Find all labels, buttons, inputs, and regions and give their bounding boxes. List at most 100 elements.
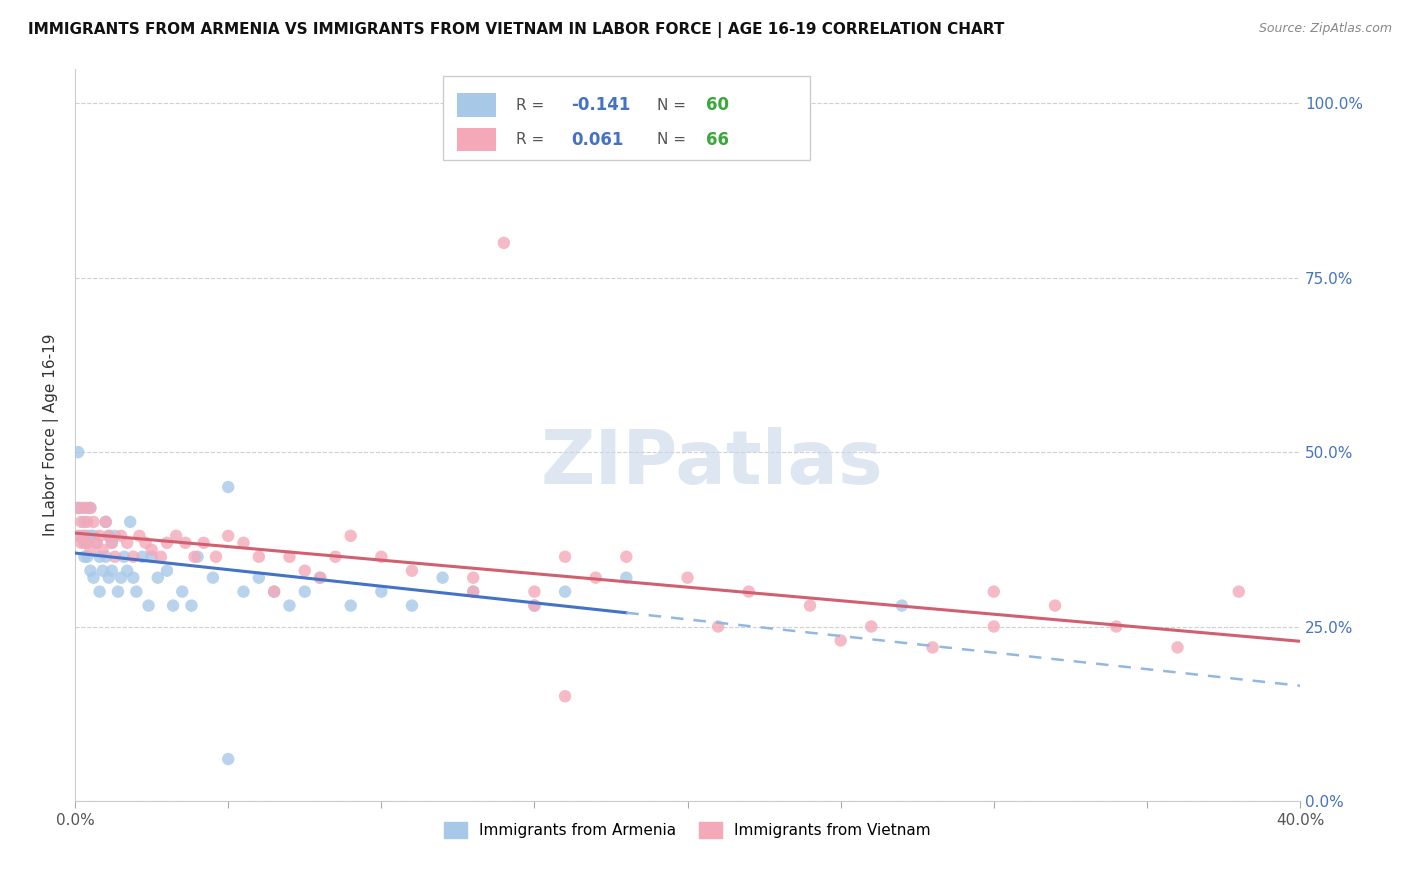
Y-axis label: In Labor Force | Age 16-19: In Labor Force | Age 16-19 <box>44 334 59 536</box>
Immigrants from Vietnam <box>339 529 361 543</box>
Immigrants from Vietnam <box>983 584 1005 599</box>
Immigrants from Vietnam <box>585 571 607 585</box>
Immigrants from Armenia <box>141 549 163 564</box>
Immigrants from Vietnam <box>94 515 117 529</box>
Immigrants from Vietnam <box>860 619 883 633</box>
Text: IMMIGRANTS FROM ARMENIA VS IMMIGRANTS FROM VIETNAM IN LABOR FORCE | AGE 16-19 CO: IMMIGRANTS FROM ARMENIA VS IMMIGRANTS FR… <box>28 22 1004 38</box>
Immigrants from Armenia <box>115 564 138 578</box>
Immigrants from Vietnam <box>401 564 423 578</box>
Immigrants from Armenia <box>217 480 239 494</box>
Immigrants from Armenia <box>523 599 546 613</box>
Immigrants from Armenia <box>112 549 135 564</box>
Immigrants from Vietnam <box>463 571 485 585</box>
Immigrants from Armenia <box>97 571 120 585</box>
Immigrants from Armenia <box>73 549 96 564</box>
Immigrants from Armenia <box>432 571 454 585</box>
Immigrants from Armenia <box>104 529 127 543</box>
Immigrants from Armenia <box>91 564 114 578</box>
Text: N =: N = <box>657 132 690 147</box>
Immigrants from Vietnam <box>247 549 270 564</box>
Immigrants from Armenia <box>138 599 160 613</box>
Immigrants from Armenia <box>76 500 98 515</box>
Immigrants from Vietnam <box>523 599 546 613</box>
Immigrants from Vietnam <box>554 690 576 704</box>
Immigrants from Vietnam <box>523 584 546 599</box>
Immigrants from Armenia <box>172 584 194 599</box>
Immigrants from Vietnam <box>104 549 127 564</box>
Immigrants from Armenia <box>97 529 120 543</box>
Immigrants from Vietnam <box>79 500 101 515</box>
Immigrants from Vietnam <box>463 584 485 599</box>
Immigrants from Vietnam <box>141 542 163 557</box>
Immigrants from Armenia <box>201 571 224 585</box>
Immigrants from Armenia <box>79 500 101 515</box>
Immigrants from Armenia <box>79 564 101 578</box>
Immigrants from Vietnam <box>799 599 821 613</box>
Immigrants from Vietnam <box>217 529 239 543</box>
Immigrants from Armenia <box>370 584 392 599</box>
Immigrants from Armenia <box>294 584 316 599</box>
Immigrants from Vietnam <box>110 529 132 543</box>
Immigrants from Vietnam <box>294 564 316 578</box>
Immigrants from Vietnam <box>554 549 576 564</box>
Immigrants from Armenia <box>463 584 485 599</box>
Immigrants from Vietnam <box>115 536 138 550</box>
Text: 60: 60 <box>706 96 728 114</box>
Immigrants from Vietnam <box>676 571 699 585</box>
Immigrants from Vietnam <box>70 536 93 550</box>
Immigrants from Armenia <box>107 584 129 599</box>
Text: R =: R = <box>516 97 550 112</box>
Text: R =: R = <box>516 132 550 147</box>
Bar <box>457 94 496 117</box>
Immigrants from Vietnam <box>738 584 761 599</box>
Immigrants from Vietnam <box>921 640 943 655</box>
Immigrants from Armenia <box>614 571 637 585</box>
Immigrants from Vietnam <box>165 529 187 543</box>
Immigrants from Armenia <box>122 571 145 585</box>
Immigrants from Armenia <box>67 500 90 515</box>
Immigrants from Vietnam <box>135 536 157 550</box>
Immigrants from Vietnam <box>263 584 285 599</box>
Immigrants from Armenia <box>309 571 332 585</box>
Immigrants from Vietnam <box>76 515 98 529</box>
Immigrants from Armenia <box>263 584 285 599</box>
Immigrants from Vietnam <box>79 542 101 557</box>
Immigrants from Vietnam <box>1227 584 1250 599</box>
Immigrants from Vietnam <box>830 633 852 648</box>
Text: N =: N = <box>657 97 690 112</box>
Immigrants from Armenia <box>247 571 270 585</box>
Immigrants from Vietnam <box>67 529 90 543</box>
Text: ZIPatlas: ZIPatlas <box>541 427 883 500</box>
Immigrants from Armenia <box>70 529 93 543</box>
Immigrants from Vietnam <box>370 549 392 564</box>
Immigrants from Vietnam <box>128 529 150 543</box>
Immigrants from Vietnam <box>101 536 124 550</box>
Immigrants from Armenia <box>79 529 101 543</box>
Immigrants from Vietnam <box>76 536 98 550</box>
Immigrants from Armenia <box>110 571 132 585</box>
Immigrants from Vietnam <box>492 235 515 250</box>
Immigrants from Vietnam <box>183 549 205 564</box>
Immigrants from Vietnam <box>1167 640 1189 655</box>
Immigrants from Armenia <box>125 584 148 599</box>
Immigrants from Vietnam <box>122 549 145 564</box>
Immigrants from Vietnam <box>91 542 114 557</box>
Immigrants from Armenia <box>89 584 111 599</box>
Immigrants from Vietnam <box>232 536 254 550</box>
Immigrants from Armenia <box>86 536 108 550</box>
Immigrants from Vietnam <box>67 500 90 515</box>
Immigrants from Armenia <box>89 549 111 564</box>
Immigrants from Armenia <box>76 529 98 543</box>
Immigrants from Vietnam <box>86 536 108 550</box>
Immigrants from Armenia <box>339 599 361 613</box>
Immigrants from Armenia <box>67 445 90 459</box>
Text: -0.141: -0.141 <box>571 96 630 114</box>
Immigrants from Armenia <box>156 564 179 578</box>
Immigrants from Armenia <box>73 536 96 550</box>
Immigrants from Vietnam <box>309 571 332 585</box>
Immigrants from Vietnam <box>73 500 96 515</box>
FancyBboxPatch shape <box>443 76 810 160</box>
Immigrants from Vietnam <box>97 529 120 543</box>
Text: Source: ZipAtlas.com: Source: ZipAtlas.com <box>1258 22 1392 36</box>
Immigrants from Armenia <box>401 599 423 613</box>
